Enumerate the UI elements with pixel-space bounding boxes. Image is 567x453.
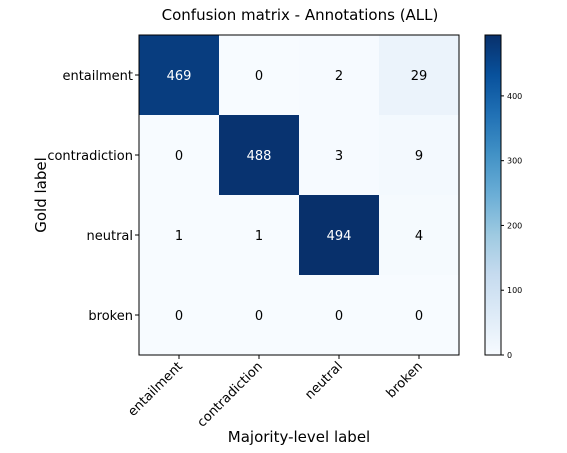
cell-value-label: 29 <box>411 69 428 84</box>
colorbar: 0 100 200 300 400 <box>484 34 522 360</box>
heatmap-cell <box>299 275 379 355</box>
heatmap-cell <box>299 115 379 195</box>
y-axis: entailment contradiction neutral broken <box>47 69 139 324</box>
colorbar-tick-label: 0 <box>507 351 512 360</box>
y-tick-label: entailment <box>62 69 133 84</box>
colorbar-tick-label: 100 <box>507 286 522 295</box>
x-tick-label: entailment <box>125 359 185 419</box>
colorbar-tick-label: 300 <box>507 157 522 166</box>
cell-value-label: 0 <box>175 149 183 164</box>
cell-value-label: 2 <box>335 69 343 84</box>
cell-value-label: 0 <box>175 309 183 324</box>
heatmap-cells <box>139 35 459 355</box>
cell-value-label: 494 <box>327 229 352 244</box>
cell-value-label: 3 <box>335 149 343 164</box>
heatmap-cell <box>139 35 219 115</box>
heatmap-cell <box>379 115 459 195</box>
cell-value-label: 4 <box>415 229 423 244</box>
heatmap-cell <box>379 195 459 275</box>
colorbar-gradient <box>484 34 502 356</box>
y-tick-label: broken <box>88 309 133 324</box>
heatmap-cell <box>299 35 379 115</box>
cell-value-label: 1 <box>175 229 183 244</box>
heatmap-cell <box>379 275 459 355</box>
plot-frame <box>138 34 460 356</box>
x-axis-label: Majority-level label <box>228 428 370 446</box>
cell-value-label: 469 <box>167 69 192 84</box>
y-tick-label: contradiction <box>47 149 133 164</box>
colorbar-tick-label: 200 <box>507 221 522 230</box>
heatmap-cell <box>139 115 219 195</box>
x-axis: entailment contradiction neutral broken <box>125 355 426 430</box>
heatmap-cell <box>219 35 299 115</box>
cell-value-label: 0 <box>255 309 263 324</box>
cell-value-label: 1 <box>255 229 263 244</box>
cell-value-label: 9 <box>415 149 423 164</box>
x-tick-label: broken <box>384 359 426 401</box>
cell-value-label: 0 <box>255 69 263 84</box>
heatmap-cell <box>219 115 299 195</box>
chart-title: Confusion matrix - Annotations (ALL) <box>162 6 439 24</box>
cell-value-label: 0 <box>415 309 423 324</box>
x-tick-label: neutral <box>302 359 345 402</box>
cell-value-label: 0 <box>335 309 343 324</box>
heatmap-cell <box>379 35 459 115</box>
heatmap-cell <box>219 275 299 355</box>
y-axis-label: Gold label <box>32 157 50 233</box>
heatmap-cell <box>139 275 219 355</box>
colorbar-ticks: 0 100 200 300 400 <box>501 92 522 360</box>
heatmap-cell <box>299 195 379 275</box>
y-tick-label: neutral <box>87 229 134 244</box>
x-tick-label: contradiction <box>195 359 266 430</box>
heatmap-cell <box>219 195 299 275</box>
colorbar-tick-label: 400 <box>507 92 522 101</box>
cell-value-label: 488 <box>247 149 272 164</box>
heatmap-cell-labels: 469 0 2 29 0 488 3 9 1 1 494 4 0 0 0 0 <box>167 69 428 324</box>
heatmap-cell <box>139 195 219 275</box>
